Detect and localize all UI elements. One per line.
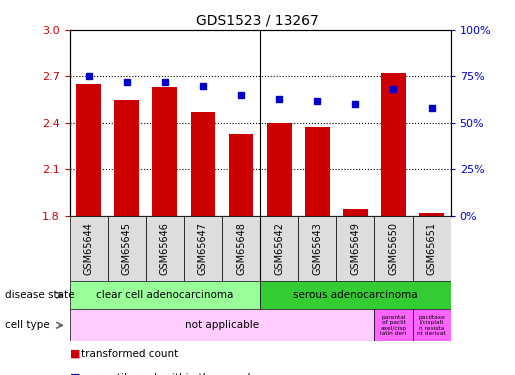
Bar: [184, 216, 222, 281]
Bar: [419, 213, 444, 216]
Text: GSM65646: GSM65646: [160, 222, 170, 275]
Bar: [146, 216, 184, 281]
Bar: [260, 216, 298, 281]
Text: paciltaxe
l/cisplati
n resista
nt derivat: paciltaxe l/cisplati n resista nt deriva…: [417, 315, 446, 336]
Text: GSM65649: GSM65649: [350, 222, 360, 275]
Bar: [305, 128, 330, 216]
Text: disease state: disease state: [5, 290, 75, 300]
Bar: [413, 309, 451, 341]
Text: percentile rank within the sample: percentile rank within the sample: [81, 373, 258, 375]
Bar: [70, 216, 108, 281]
Text: serous adenocarcinoma: serous adenocarcinoma: [293, 290, 418, 300]
Text: GSM65648: GSM65648: [236, 222, 246, 275]
Bar: [374, 309, 413, 341]
Bar: [267, 123, 291, 216]
Text: parental
of paclit
axel/cisp
latin deri: parental of paclit axel/cisp latin deri: [381, 315, 406, 336]
Text: not applicable: not applicable: [185, 320, 259, 330]
Text: GSM65642: GSM65642: [274, 222, 284, 275]
Text: GSM65643: GSM65643: [312, 222, 322, 275]
Bar: [114, 100, 139, 216]
Bar: [374, 216, 413, 281]
Text: GSM65647: GSM65647: [198, 222, 208, 275]
Bar: [70, 309, 374, 341]
Bar: [152, 87, 177, 216]
Text: ■: ■: [70, 349, 80, 359]
Text: GSM65651: GSM65651: [426, 222, 437, 275]
Text: ■: ■: [70, 373, 80, 375]
Bar: [108, 216, 146, 281]
Bar: [413, 216, 451, 281]
Bar: [298, 216, 336, 281]
Bar: [70, 281, 260, 309]
Text: GSM65645: GSM65645: [122, 222, 132, 275]
Text: GSM65644: GSM65644: [83, 222, 94, 275]
Text: transformed count: transformed count: [81, 349, 179, 359]
Text: cell type: cell type: [5, 320, 50, 330]
Bar: [343, 209, 368, 216]
Text: GDS1523 / 13267: GDS1523 / 13267: [196, 13, 319, 27]
Bar: [381, 74, 406, 216]
Bar: [336, 216, 374, 281]
Text: GSM65650: GSM65650: [388, 222, 399, 275]
Text: clear cell adenocarcinoma: clear cell adenocarcinoma: [96, 290, 233, 300]
Bar: [229, 134, 253, 216]
Bar: [260, 281, 451, 309]
Bar: [222, 216, 260, 281]
Bar: [76, 84, 101, 216]
Bar: [191, 112, 215, 216]
